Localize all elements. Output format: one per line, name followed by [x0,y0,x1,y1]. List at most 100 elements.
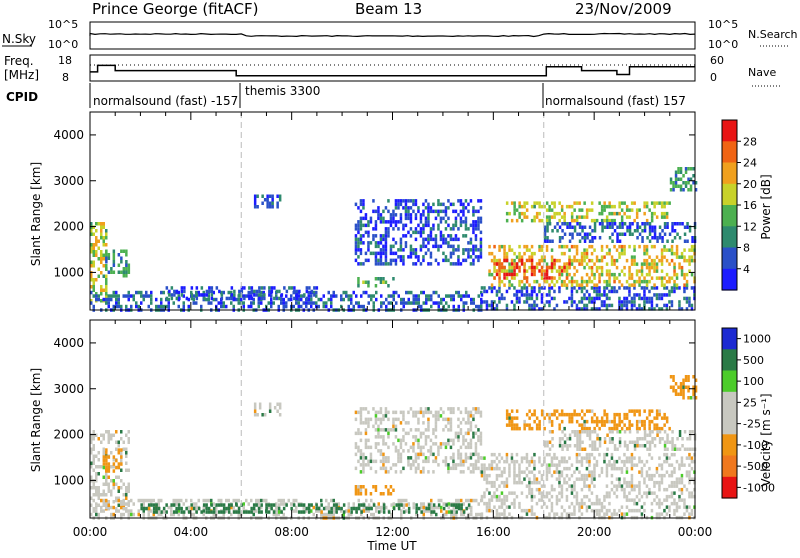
data-cell [95,505,98,510]
data-cell [92,260,95,264]
data-cell [457,199,460,203]
data-cell [447,407,450,411]
data-cell [342,512,345,517]
colorbar-tick-label: -500 [743,460,768,473]
data-cell [546,239,549,243]
data-cell [477,227,480,231]
data-cell [372,294,375,298]
data-cell [665,293,669,297]
data-cell [122,498,125,503]
data-cell [467,421,470,425]
data-cell [483,289,486,294]
data-cell [385,505,388,510]
data-cell [653,480,656,485]
data-cell [620,426,624,431]
data-cell [384,407,388,411]
data-cell [415,294,418,298]
data-cell [474,234,478,238]
data-cell [665,512,669,516]
data-cell [563,283,566,287]
data-cell [675,276,679,280]
data-cell [107,440,110,444]
data-cell [137,290,140,295]
data-cell [276,205,279,209]
data-cell [177,294,180,298]
data-cell [610,473,614,478]
data-cell [307,297,310,302]
data-cell [409,234,413,238]
data-cell [117,498,120,503]
data-cell [603,437,607,441]
data-cell [122,447,125,451]
data-cell [247,290,250,295]
data-cell [618,239,622,243]
data-cell [253,293,256,297]
data-cell [102,451,105,455]
data-cell [635,501,639,506]
data-cell [651,440,654,444]
data-cell [357,241,360,245]
data-cell [459,220,463,224]
data-cell [513,208,516,212]
data-cell [92,454,95,458]
data-cell [122,512,125,517]
data-cell [370,512,373,517]
data-cell [583,494,586,499]
data-cell [648,473,651,478]
data-cell [117,301,120,305]
data-cell [160,304,163,309]
data-cell [611,440,614,444]
data-cell [655,269,659,273]
data-cell [633,412,636,417]
data-cell [593,484,596,488]
data-cell [467,442,470,446]
data-cell [675,484,679,488]
data-cell [303,293,306,297]
data-cell [641,444,644,448]
data-cell [598,286,601,290]
data-cell [447,241,450,245]
data-cell [613,512,616,516]
data-cell [513,477,516,481]
data-cell [117,448,121,452]
data-cell [618,437,622,441]
data-cell [459,421,463,425]
data-cell [310,509,313,513]
data-cell [525,208,529,212]
data-cell [598,473,601,478]
data-cell [210,289,214,294]
data-cell [417,301,420,305]
data-cell [493,491,496,495]
data-cell [427,294,430,298]
data-cell [565,286,569,290]
data-cell [90,222,93,226]
data-cell [140,506,143,511]
data-cell [668,440,672,444]
data-cell [684,184,688,188]
data-cell [347,297,350,302]
data-cell [493,262,496,266]
data-cell [444,255,448,259]
data-cell [673,444,677,448]
data-cell [583,248,586,252]
data-cell [375,290,378,295]
data-cell [645,201,649,205]
data-cell [593,501,596,506]
data-cell [202,512,205,517]
data-cell [523,508,526,513]
data-cell [618,300,621,304]
data-cell [687,389,690,393]
data-cell [115,507,118,511]
data-cell [525,279,529,284]
data-cell [372,485,375,489]
data-cell [359,414,363,418]
data-cell [278,194,282,198]
data-cell [651,225,654,229]
data-cell [585,452,589,457]
data-cell [680,307,684,311]
data-cell [379,421,383,425]
data-cell [137,509,140,513]
data-cell [359,202,363,207]
data-cell [680,251,684,256]
data-cell [399,216,403,221]
